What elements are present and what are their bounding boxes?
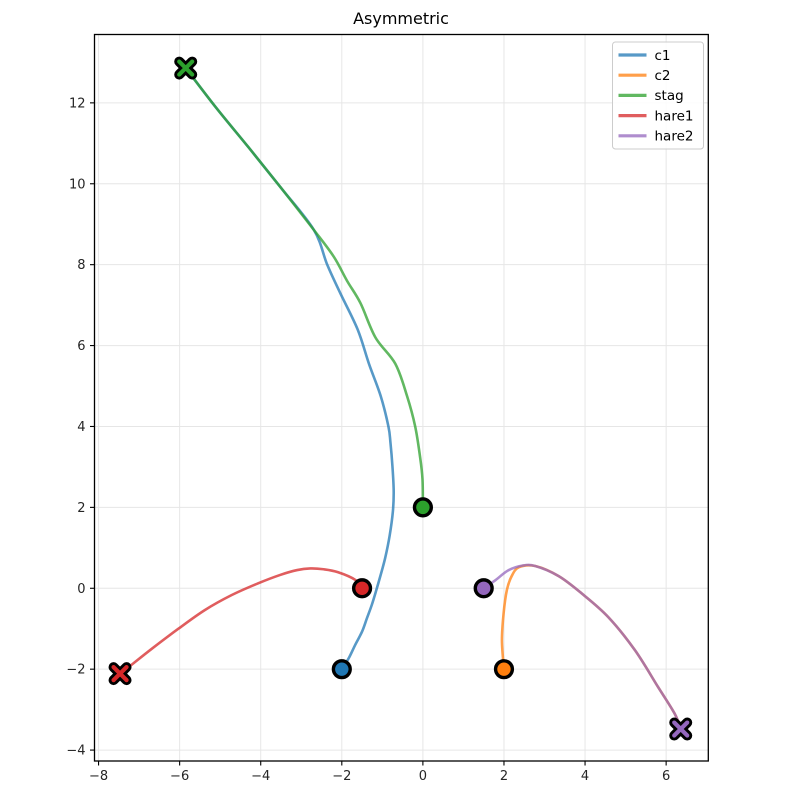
x-tick-label: 2 — [500, 769, 508, 784]
end-marker-hare1 — [108, 662, 132, 686]
x-tick-label: −2 — [332, 769, 351, 784]
end-marker-stag — [174, 56, 198, 80]
start-marker-c1 — [331, 659, 352, 680]
y-tick-label: 12 — [69, 96, 86, 111]
start-marker-hare1 — [351, 578, 373, 599]
series-line-hare1 — [118, 567, 364, 675]
legend-label-stag: stag — [655, 88, 684, 104]
legend-label-hare2: hare2 — [655, 129, 694, 145]
legend-box — [612, 41, 704, 150]
legend-label-c2: c2 — [655, 68, 671, 84]
y-tick-label: −4 — [66, 744, 85, 759]
start-marker-c2 — [493, 659, 515, 680]
start-marker-hare2 — [473, 578, 494, 599]
x-marker-fill-icon — [672, 720, 690, 738]
series-line-hare2 — [482, 563, 683, 731]
y-tick-label: 2 — [77, 501, 85, 516]
x-tick-label: 0 — [419, 769, 427, 784]
x-tick-label: 6 — [662, 769, 670, 784]
legend-label-c1: c1 — [655, 48, 671, 64]
y-tick-label: −2 — [66, 663, 85, 678]
y-tick-label: 4 — [77, 420, 85, 435]
x-tick-label: −8 — [89, 769, 108, 784]
y-tick-label: 8 — [77, 258, 85, 273]
y-tick-label: 6 — [77, 339, 85, 354]
x-tick-label: −6 — [170, 769, 189, 784]
end-marker-hare2 — [669, 717, 693, 741]
x-tick-label: 4 — [581, 769, 589, 784]
x-tick-label: −4 — [251, 769, 270, 784]
y-tick-label: 0 — [77, 582, 85, 597]
series-line-c2 — [500, 564, 683, 731]
series-line-stag — [184, 66, 425, 509]
y-tick-label: 10 — [69, 177, 86, 192]
chart-title: Asymmetric — [353, 9, 449, 28]
x-marker-fill-icon — [177, 59, 195, 77]
start-marker-stag — [412, 497, 433, 518]
x-marker-fill-icon — [111, 665, 129, 683]
axes-spines — [93, 33, 709, 762]
legend-label-hare1: hare1 — [655, 108, 694, 124]
